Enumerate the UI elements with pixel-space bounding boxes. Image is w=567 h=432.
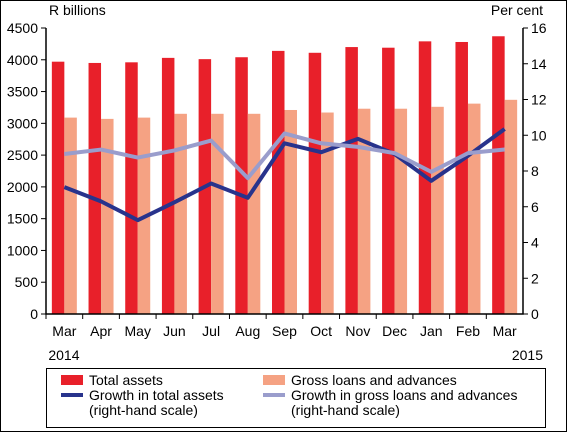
y-axis-title: R billions (49, 2, 106, 18)
y2-tick-label: 4 (531, 235, 539, 251)
y-tick-label: 1000 (7, 242, 38, 258)
x-tick-label: Sep (272, 323, 297, 339)
y-tick-label: 3000 (7, 115, 38, 131)
x-tick-label: Jun (163, 323, 186, 339)
y-tick-label: 1500 (7, 211, 38, 227)
bar (284, 109, 297, 314)
x-tick-label: Jan (420, 323, 443, 339)
bar (467, 103, 481, 315)
bar (101, 118, 114, 314)
legend-label: Growth in gross loans and advances (righ… (291, 387, 518, 418)
y2-tick-label: 12 (531, 92, 547, 108)
x-tick-label: Nov (345, 323, 370, 339)
legend-item: Gross loans and advances (263, 373, 541, 388)
bar (321, 112, 334, 314)
bar (492, 36, 505, 315)
bar (504, 99, 518, 314)
axis-frame (45, 28, 524, 315)
legend-item: Growth in total assets (right-hand scale… (61, 388, 254, 418)
bar (382, 47, 395, 315)
y2-axis-title: Per cent (491, 2, 543, 18)
y-tick-label: 0 (30, 306, 38, 322)
bar (247, 113, 261, 314)
bar (272, 50, 285, 314)
x-tick-label: Apr (90, 323, 112, 339)
bar (394, 108, 408, 315)
x-tick-label: Feb (456, 323, 480, 339)
x-tick-label: Oct (310, 323, 332, 339)
bar (125, 62, 138, 314)
legend-label: Growth in total assets (right-hand scale… (89, 387, 224, 418)
legend-swatch (263, 393, 285, 397)
x-tick-label: Dec (382, 323, 407, 339)
bar (431, 106, 444, 314)
legend: Total assets Gross loans and advances Grow… (46, 368, 546, 428)
line (63, 127, 506, 223)
y2-tick-label: 2 (531, 270, 539, 286)
y-tick-label: 4500 (7, 20, 38, 36)
legend-swatch (263, 375, 285, 385)
x-tick-label: Mar (493, 323, 517, 339)
x-tick-label: Jul (202, 323, 220, 339)
bar (174, 113, 187, 314)
bar (88, 62, 102, 315)
y-tick-label: 2000 (7, 179, 38, 195)
y2-tick-label: 6 (531, 199, 539, 215)
legend-swatch (61, 393, 83, 397)
legend-label: Gross loans and advances (291, 372, 457, 388)
legend-label: Total assets (89, 372, 163, 388)
bar (211, 113, 224, 314)
legend-swatch (61, 375, 83, 385)
year-label: 2014 (48, 347, 79, 363)
y2-tick-label: 14 (531, 56, 547, 72)
x-tick-label: Mar (52, 323, 76, 339)
y2-tick-label: 8 (531, 163, 539, 179)
bar (51, 61, 65, 314)
year-label: 2015 (512, 347, 543, 363)
line (64, 131, 505, 181)
bar (235, 57, 248, 314)
y2-tick-label: 0 (531, 306, 539, 322)
y2-tick-label: 10 (531, 127, 547, 143)
y-tick-label: 2500 (7, 147, 38, 163)
y2-tick-label: 16 (531, 20, 547, 36)
bar (455, 41, 468, 314)
bar (64, 117, 77, 314)
legend-item: Growth in gross loans and advances (righ… (263, 388, 541, 418)
bar (161, 57, 175, 314)
y-tick-label: 500 (15, 274, 39, 290)
y-tick-label: 3500 (7, 84, 38, 100)
legend-item: Total assets (61, 373, 254, 388)
bar (345, 47, 358, 315)
bar (308, 52, 322, 314)
chart: R billions Per cent 0 500 1000 1500 2000 2500… (7, 2, 547, 363)
x-tick-label: Aug (235, 323, 260, 339)
x-tick-label: May (125, 323, 151, 339)
y-tick-label: 4000 (7, 52, 38, 68)
bar (357, 108, 371, 315)
